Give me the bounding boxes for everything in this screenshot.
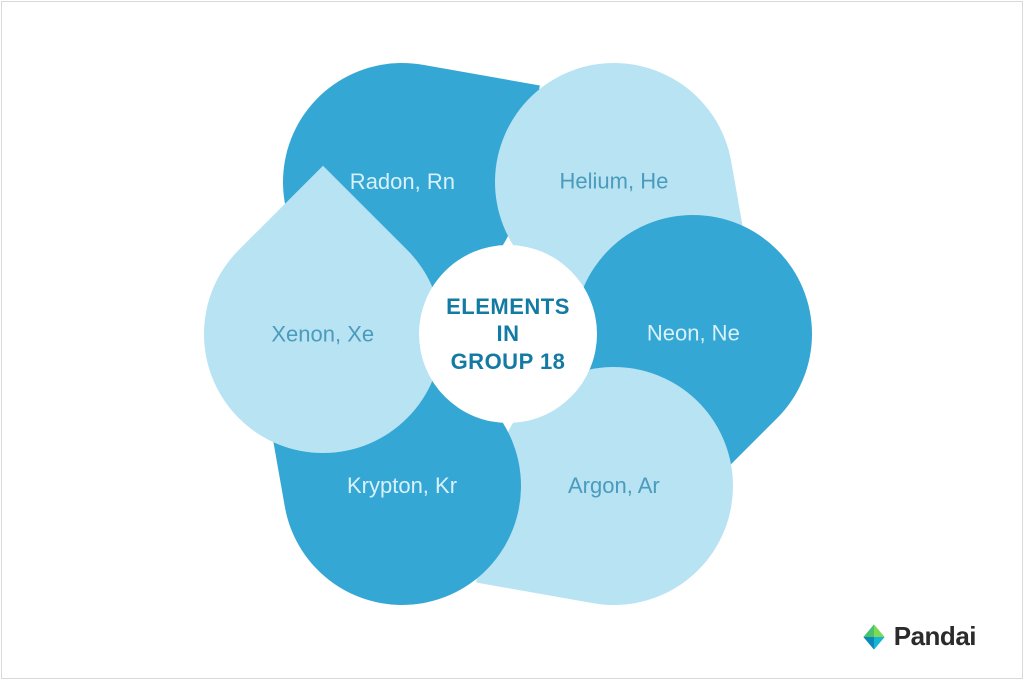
petal-label: Krypton, Kr xyxy=(347,473,457,499)
brand-name: Pandai xyxy=(894,621,976,652)
petal-label: Radon, Rn xyxy=(349,169,454,195)
brand-badge: Pandai xyxy=(860,621,976,652)
petal-label: Xenon, Xe xyxy=(272,321,375,347)
center-circle: ELEMENTSINGROUP 18 xyxy=(419,245,597,423)
petal-label: Helium, He xyxy=(560,169,669,195)
center-title: ELEMENTSINGROUP 18 xyxy=(446,293,570,376)
diagram-stage: Radon, Rn Helium, He Neon, Ne Argon, Ar Kryp… xyxy=(0,0,1024,680)
brand-logo-icon xyxy=(860,623,888,651)
petal-label: Neon, Ne xyxy=(647,321,740,347)
petal-label: Argon, Ar xyxy=(568,473,660,499)
